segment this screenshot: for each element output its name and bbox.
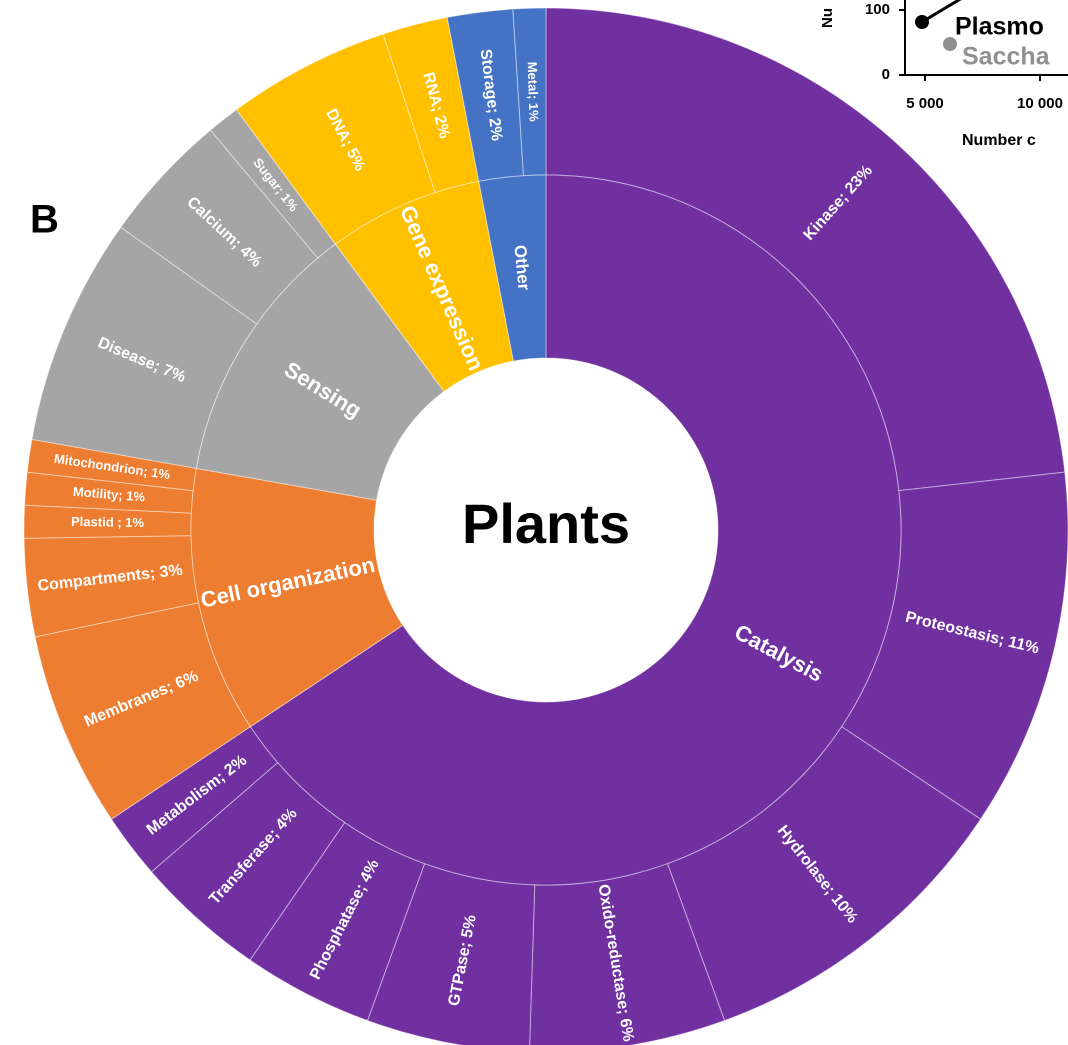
center-label: Plants bbox=[462, 492, 630, 555]
segment-label: Motility; 1% bbox=[72, 484, 146, 505]
segment-label: Metal; 1% bbox=[525, 61, 542, 122]
segment-label: Plastid ; 1% bbox=[71, 514, 145, 530]
y-axis-label: Nu bbox=[819, 8, 836, 28]
y-tick-label: 100 bbox=[865, 1, 890, 18]
y-tick-label: 0 bbox=[882, 66, 890, 83]
group-label: Other bbox=[510, 244, 533, 291]
panel-label: B bbox=[30, 198, 59, 242]
point-label: Plasmo bbox=[955, 13, 1044, 41]
point bbox=[943, 37, 957, 51]
point-label: Saccha bbox=[962, 43, 1051, 71]
point bbox=[915, 15, 929, 29]
series-line bbox=[921, 0, 962, 24]
x-axis-label: Number c bbox=[962, 132, 1036, 149]
x-tick-label: 5 000 bbox=[906, 95, 944, 112]
x-tick-label: 10 000 bbox=[1017, 95, 1063, 112]
center-hole bbox=[374, 358, 718, 702]
